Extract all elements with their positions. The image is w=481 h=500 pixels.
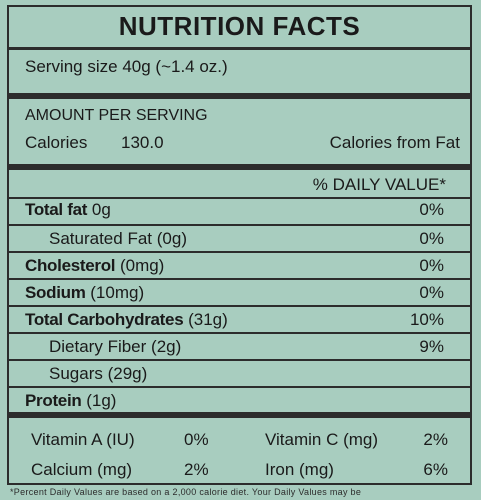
nutrient-name: Saturated Fat — [49, 229, 153, 248]
divider — [9, 47, 470, 50]
calories-from-fat: Calories from Fat — [329, 133, 460, 152]
divider-thick — [9, 412, 470, 418]
nutrient-amount: (0g) — [156, 229, 187, 248]
amount-per-serving: AMOUNT PER SERVING — [25, 107, 208, 124]
nutrient-name: Total fat — [25, 200, 88, 219]
nutrient-amount: (10mg) — [90, 283, 145, 302]
calories-label: Calories — [25, 133, 88, 152]
nutrient-row-cholesterol: Cholesterol (0mg) 0% — [9, 251, 470, 278]
nutrient-row-sodium: Sodium (10mg) 0% — [9, 278, 470, 305]
vitamin-a-dv: 0% — [184, 430, 209, 449]
nutrient-dv: 10% — [409, 310, 444, 329]
iron-dv: 6% — [423, 460, 448, 479]
nutrient-dv: 0% — [419, 229, 444, 248]
divider — [9, 197, 470, 199]
serving-size: Serving size 40g (~1.4 oz.) — [25, 57, 228, 76]
nutrient-name: Sodium — [25, 283, 86, 302]
nutrient-row-sugars: Sugars (29g) — [9, 359, 470, 386]
nutrient-row-dietary-fiber: Dietary Fiber (2g) 9% — [9, 332, 470, 359]
nutrient-row-saturated-fat: Saturated Fat (0g) 0% — [9, 224, 470, 251]
calcium-dv: 2% — [184, 460, 209, 479]
nutrient-name: Sugars — [49, 364, 103, 383]
calories-value: 130.0 — [121, 133, 164, 152]
nutrient-row-total-fat: Total fat 0g 0% — [9, 197, 470, 224]
nutrient-amount: (29g) — [107, 364, 148, 383]
nutrient-amount: (0mg) — [119, 256, 165, 275]
divider-thick — [9, 93, 470, 99]
nutrient-name: Cholesterol — [25, 256, 116, 275]
nutrient-name: Dietary Fiber — [49, 337, 147, 356]
vitamin-c-label: Vitamin C (mg) — [265, 430, 379, 449]
nutrient-row-protein: Protein (1g) — [9, 386, 470, 413]
nutrient-dv: 0% — [419, 256, 444, 275]
label-title: NUTRITION FACTS — [118, 11, 361, 41]
iron-label: Iron (mg) — [265, 460, 334, 479]
nutrient-name: Total Carbohydrates — [25, 310, 184, 329]
nutrition-facts-label: NUTRITION FACTS Serving size 40g (~1.4 o… — [7, 5, 472, 485]
nutrient-dv: 9% — [419, 337, 444, 356]
nutrient-amount: 0g — [91, 200, 111, 219]
footnote: *Percent Daily Values are based on a 2,0… — [10, 487, 362, 497]
vitamin-c-dv: 2% — [423, 430, 448, 449]
vitamin-a-label: Vitamin A (IU) — [31, 430, 135, 449]
divider-thick — [9, 164, 470, 170]
nutrient-dv: 0% — [419, 200, 444, 219]
calcium-label: Calcium (mg) — [31, 460, 133, 479]
nutrient-row-total-carbohydrates: Total Carbohydrates (31g) 10% — [9, 305, 470, 332]
nutrient-dv: 0% — [419, 283, 444, 302]
daily-value-header: % DAILY VALUE* — [312, 175, 446, 194]
nutrient-name: Protein — [25, 391, 82, 410]
nutrient-amount: (2g) — [151, 337, 182, 356]
nutrient-amount: (1g) — [86, 391, 117, 410]
nutrient-amount: (31g) — [188, 310, 228, 329]
